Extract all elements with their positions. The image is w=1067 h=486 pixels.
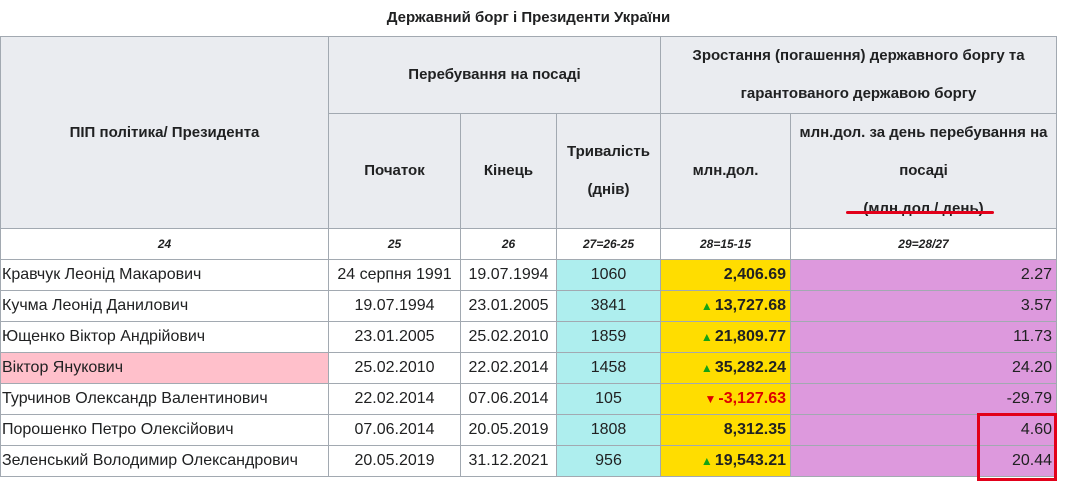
debt-value: 8,312.35 bbox=[723, 421, 786, 438]
start-date: 19.07.1994 bbox=[328, 290, 461, 322]
president-name-link[interactable]: Зеленський Володимир Олександрович bbox=[0, 445, 329, 477]
increase-arrow-icon: ▲ bbox=[700, 299, 713, 313]
col-number: 24 bbox=[0, 228, 329, 260]
table-row: Кравчук Леонід Макарович 24 серпня 1991 … bbox=[0, 259, 1057, 291]
table-row: Ющенко Віктор Андрійович 23.01.2005 25.0… bbox=[0, 321, 1057, 353]
start-date: 23.01.2005 bbox=[328, 321, 461, 353]
debt-per-day: 3.57 bbox=[790, 290, 1057, 322]
debt-mln: 2,406.69 bbox=[660, 259, 791, 291]
start-date: 24 серпня 1991 bbox=[328, 259, 461, 291]
debt-mln: ▲ 21,809.77 bbox=[660, 321, 791, 353]
start-date: 22.02.2014 bbox=[328, 383, 461, 415]
end-date: 23.01.2005 bbox=[460, 290, 557, 322]
debt-value: 2,406.69 bbox=[723, 266, 786, 283]
president-name-link[interactable]: Кравчук Леонід Макарович bbox=[0, 259, 329, 291]
increase-arrow-icon: ▲ bbox=[700, 454, 713, 468]
col-number: 29=28/27 bbox=[790, 228, 1057, 260]
duration-days: 1458 bbox=[556, 352, 661, 384]
debt-mln: ▲ 13,727.68 bbox=[660, 290, 791, 322]
decrease-arrow-icon: ▼ bbox=[704, 392, 717, 406]
president-name-link[interactable]: Ющенко Віктор Андрійович bbox=[0, 321, 329, 353]
header-per-day: млн.дол. за день перебування на посаді (… bbox=[790, 113, 1057, 229]
debt-per-day: 20.44 bbox=[790, 445, 1057, 477]
debt-per-day: 4.60 bbox=[790, 414, 1057, 446]
president-name-link[interactable]: Кучма Леонід Данилович bbox=[0, 290, 329, 322]
end-date: 07.06.2014 bbox=[460, 383, 557, 415]
header-end: Кінець bbox=[460, 113, 557, 229]
table-row: Турчинов Олександр Валентинович 22.02.20… bbox=[0, 383, 1057, 415]
table-row: Віктор Янукович 25.02.2010 22.02.2014 14… bbox=[0, 352, 1057, 384]
debt-value: 13,727.68 bbox=[714, 297, 786, 314]
increase-arrow-icon: ▲ bbox=[700, 330, 713, 344]
table-caption: Державний борг і Президенти України bbox=[386, 9, 671, 26]
end-date: 22.02.2014 bbox=[460, 352, 557, 384]
debt-mln: ▲ 19,543.21 bbox=[660, 445, 791, 477]
duration-days: 105 bbox=[556, 383, 661, 415]
duration-days: 956 bbox=[556, 445, 661, 477]
end-date: 19.07.1994 bbox=[460, 259, 557, 291]
end-date: 25.02.2010 bbox=[460, 321, 557, 353]
debt-value: 35,282.24 bbox=[714, 359, 786, 376]
table-row: Кучма Леонід Данилович 19.07.1994 23.01.… bbox=[0, 290, 1057, 322]
duration-days: 1060 bbox=[556, 259, 661, 291]
red-underline-annotation bbox=[846, 211, 994, 214]
start-date: 07.06.2014 bbox=[328, 414, 461, 446]
col-number: 28=15-15 bbox=[660, 228, 791, 260]
red-box-annotation bbox=[977, 413, 1057, 481]
debt-mln: ▼ -3,127.63 bbox=[660, 383, 791, 415]
header-duration: Тривалість (днів) bbox=[556, 113, 661, 229]
start-date: 25.02.2010 bbox=[328, 352, 461, 384]
duration-days: 3841 bbox=[556, 290, 661, 322]
president-name-link[interactable]: Віктор Янукович bbox=[0, 352, 329, 384]
header-name: ПІП політика/ Президента bbox=[0, 36, 329, 229]
debt-value: 19,543.21 bbox=[714, 452, 786, 469]
table-row: Порошенко Петро Олексійович 07.06.2014 2… bbox=[0, 414, 1057, 446]
col-number: 26 bbox=[460, 228, 557, 260]
debt-mln: ▲ 35,282.24 bbox=[660, 352, 791, 384]
start-date: 20.05.2019 bbox=[328, 445, 461, 477]
debt-presidents-table: ПІП політика/ Президента Перебування на … bbox=[0, 36, 1057, 477]
header-per-day-line1: млн.дол. за день перебування на посаді bbox=[799, 124, 1048, 179]
debt-per-day: -29.79 bbox=[790, 383, 1057, 415]
header-debt-growth: Зростання (погашення) державного боргу т… bbox=[660, 36, 1057, 114]
debt-per-day: 11.73 bbox=[790, 321, 1057, 353]
debt-value: 21,809.77 bbox=[714, 328, 786, 345]
president-name-link[interactable]: Турчинов Олександр Валентинович bbox=[0, 383, 329, 415]
header-mln: млн.дол. bbox=[660, 113, 791, 229]
duration-days: 1808 bbox=[556, 414, 661, 446]
duration-days: 1859 bbox=[556, 321, 661, 353]
president-name-link[interactable]: Порошенко Петро Олексійович bbox=[0, 414, 329, 446]
debt-value: -3,127.63 bbox=[718, 390, 786, 407]
header-per-day-unit: (млн.дол./ день) bbox=[863, 200, 984, 217]
debt-per-day: 2.27 bbox=[790, 259, 1057, 291]
debt-per-day: 24.20 bbox=[790, 352, 1057, 384]
end-date: 20.05.2019 bbox=[460, 414, 557, 446]
col-number: 27=26-25 bbox=[556, 228, 661, 260]
end-date: 31.12.2021 bbox=[460, 445, 557, 477]
table-row: Зеленський Володимир Олександрович 20.05… bbox=[0, 445, 1057, 477]
col-number: 25 bbox=[328, 228, 461, 260]
header-start: Початок bbox=[328, 113, 461, 229]
header-tenure: Перебування на посаді bbox=[328, 36, 661, 114]
debt-mln: 8,312.35 bbox=[660, 414, 791, 446]
increase-arrow-icon: ▲ bbox=[700, 361, 713, 375]
